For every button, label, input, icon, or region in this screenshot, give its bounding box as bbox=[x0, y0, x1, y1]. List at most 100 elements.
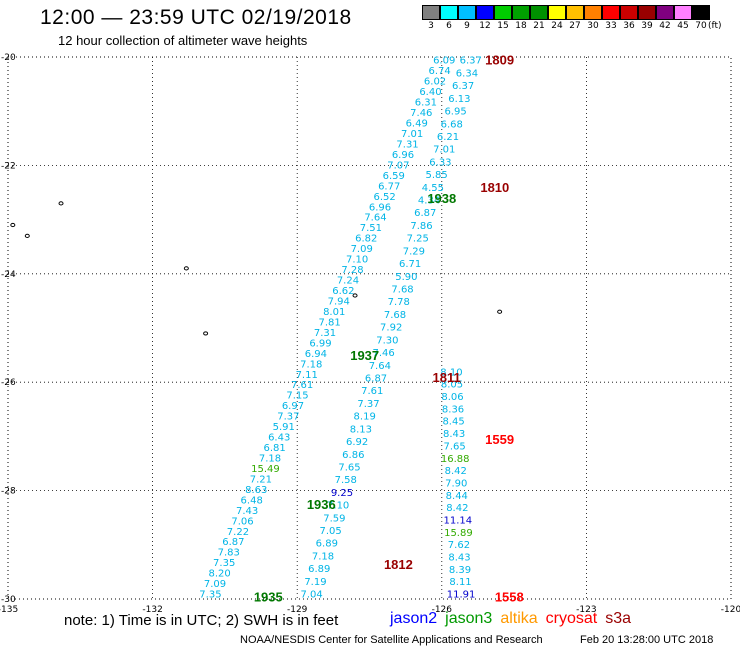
wave-height-value: 7.58 bbox=[335, 475, 357, 486]
colorbar-label: 36 bbox=[623, 21, 635, 31]
wave-height-value: 7.30 bbox=[376, 335, 398, 346]
wave-height-value: 7.21 bbox=[250, 474, 272, 485]
wave-height-value: 7.24 bbox=[337, 276, 359, 287]
wave-height-value: 7.10 bbox=[327, 501, 349, 512]
pass-time-label: 1812 bbox=[384, 557, 413, 572]
wave-height-value: 8.36 bbox=[442, 404, 464, 415]
wave-height-value: 8.44 bbox=[446, 491, 468, 502]
wave-height-value: 6.33 bbox=[429, 157, 451, 168]
satellite-legend-item: jason2 bbox=[390, 610, 438, 627]
colorbar-label: 12 bbox=[479, 21, 491, 31]
page-subtitle: 12 hour collection of altimeter wave hei… bbox=[58, 33, 308, 48]
pass-time-label: 1810 bbox=[480, 180, 509, 195]
wave-height-value: 8.11 bbox=[449, 577, 471, 588]
satellite-legend-item: cryosat bbox=[545, 610, 598, 627]
wave-height-value: 6.34 bbox=[456, 68, 478, 79]
wave-height-value: 7.18 bbox=[300, 359, 322, 370]
wave-height-value: 6.77 bbox=[378, 181, 400, 192]
colorbar-swatch bbox=[548, 5, 566, 20]
wave-height-value: 7.31 bbox=[314, 328, 336, 339]
map-frame bbox=[7, 56, 732, 600]
page-title: 12:00 — 23:59 UTC 02/19/2018 bbox=[40, 6, 352, 29]
wave-height-value: 7.37 bbox=[277, 412, 299, 423]
colorbar-label: 18 bbox=[515, 21, 527, 31]
colorbar-swatch bbox=[692, 5, 710, 20]
colorbar-swatch bbox=[530, 5, 548, 20]
pass-time-label: 1811 bbox=[433, 370, 461, 385]
wave-height-value: 7.09 bbox=[351, 244, 373, 255]
wave-height-value: 6.96 bbox=[369, 202, 391, 213]
pass-time-label: 1938 bbox=[427, 191, 456, 206]
x-tick-label: -123 bbox=[576, 605, 596, 615]
wave-height-value: 4.55 bbox=[422, 183, 444, 194]
wave-height-value: 6.31 bbox=[415, 98, 437, 109]
wave-height-value: 6.99 bbox=[309, 338, 331, 349]
wave-height-value: 6.87 bbox=[414, 208, 436, 219]
x-tick-label: -129 bbox=[287, 605, 308, 615]
wave-height-value: 7.64 bbox=[364, 213, 386, 224]
pass-time-label: 1809 bbox=[485, 53, 514, 68]
wave-height-value: 7.78 bbox=[388, 297, 410, 308]
colorbar-label: 6 bbox=[446, 21, 452, 31]
colorbar-swatch bbox=[584, 5, 602, 20]
wave-height-value: 7.92 bbox=[380, 323, 402, 334]
wave-height-value: 7.19 bbox=[304, 577, 326, 588]
wave-height-value: 7.22 bbox=[227, 527, 249, 538]
colorbar-label: 21 bbox=[533, 21, 545, 31]
colorbar-swatch bbox=[494, 5, 512, 20]
wave-height-value: 7.68 bbox=[384, 310, 406, 321]
satellite-legend-item: s3a bbox=[605, 610, 632, 627]
y-tick-label: -28 bbox=[1, 487, 16, 497]
colorbar-label: 30 bbox=[587, 21, 599, 31]
colorbar-swatch bbox=[476, 5, 494, 20]
footer-note: note: 1) Time is in UTC; 2) SWH is in fe… bbox=[64, 612, 339, 629]
colorbar-label: 9 bbox=[464, 21, 470, 31]
wave-height-value: 5.90 bbox=[395, 272, 417, 283]
colorbar-labels: 3 6 9 12 15 18 21 24 27 30 33 36 39 42 45 70 bbox=[422, 21, 740, 35]
wave-height-value: 7.68 bbox=[391, 285, 413, 296]
wave-height-value: 7.10 bbox=[346, 255, 368, 266]
wave-height-value: 6.82 bbox=[355, 234, 377, 245]
wave-height-value: 7.83 bbox=[218, 548, 240, 559]
island-outline bbox=[183, 266, 189, 271]
colorbar-swatch bbox=[440, 5, 458, 20]
wave-height-value: 6.48 bbox=[241, 495, 263, 506]
wave-height-value: 6.62 bbox=[332, 286, 354, 297]
wave-height-value: 8.39 bbox=[449, 565, 471, 576]
colorbar-swatch bbox=[674, 5, 692, 20]
satellite-legend: jason2 jason3 altika cryosat s3a bbox=[390, 610, 639, 628]
wave-height-value: 7.59 bbox=[323, 513, 345, 524]
wave-height-value: 6.74 bbox=[428, 66, 450, 77]
island-outline bbox=[24, 233, 30, 238]
wave-height-value: 8.63 bbox=[245, 485, 267, 496]
colorbar-label: 70 bbox=[695, 21, 707, 31]
wave-height-value: 11.91 bbox=[447, 590, 476, 601]
credit-line: NOAA/NESDIS Center for Satellite Applica… bbox=[240, 634, 543, 646]
wave-height-value: 7.51 bbox=[360, 223, 382, 234]
wave-height-value: 7.43 bbox=[236, 506, 258, 517]
wave-height-value: 7.01 bbox=[401, 129, 423, 140]
wave-height-value: 7.90 bbox=[445, 478, 467, 489]
wave-height-value: 7.09 bbox=[204, 579, 226, 590]
pass-time-label: 1559 bbox=[485, 432, 514, 447]
island-outline bbox=[58, 201, 64, 206]
colorbar-swatch bbox=[620, 5, 638, 20]
wave-height-value: 8.43 bbox=[443, 429, 465, 440]
x-tick-label: -135 bbox=[0, 605, 18, 615]
colorbar-label: 27 bbox=[569, 21, 581, 31]
wave-height-value: 6.13 bbox=[448, 94, 470, 105]
satellite-legend-item: jason3 bbox=[445, 610, 493, 627]
colorbar-label: 24 bbox=[551, 21, 563, 31]
wave-height-value: 5.91 bbox=[273, 422, 295, 433]
x-tick-label: -120 bbox=[721, 605, 740, 615]
colorbar-label: 45 bbox=[677, 21, 689, 31]
pass-time-label: 1936 bbox=[307, 497, 336, 512]
wave-height-value: 6.43 bbox=[268, 433, 290, 444]
island-outline bbox=[203, 331, 209, 336]
wave-height-value: 16.88 bbox=[441, 454, 470, 465]
wave-height-value: 6.97 bbox=[282, 401, 304, 412]
wave-height-value: 7.35 bbox=[213, 558, 235, 569]
wave-height-value: 5.85 bbox=[426, 170, 448, 181]
island-outline bbox=[352, 293, 358, 298]
